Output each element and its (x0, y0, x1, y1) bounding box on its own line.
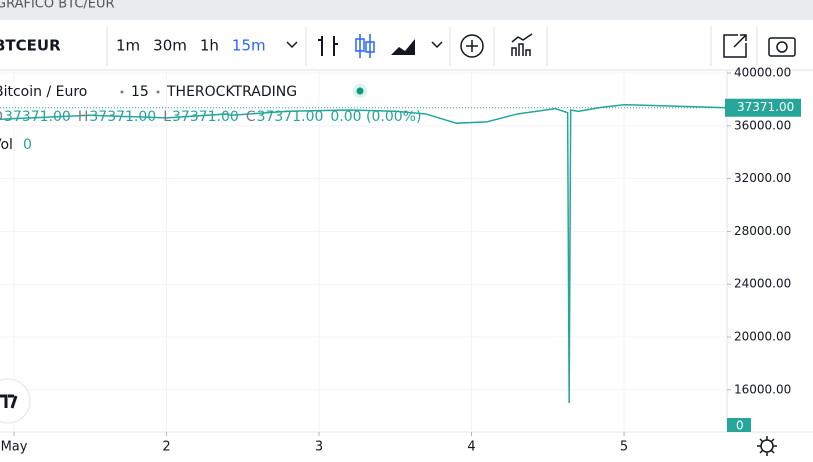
ohlc-change: 0.00 (0.00%) (330, 109, 421, 125)
y-tick-label: 36000.00 (734, 118, 791, 132)
candles-icon[interactable] (359, 34, 371, 58)
y-tick-label: 20000.00 (734, 329, 791, 343)
interval-dropdown[interactable] (286, 41, 298, 49)
ohlc-key: C (246, 109, 256, 125)
snapshot-icon[interactable] (768, 37, 796, 57)
y-tick-label: 28000.00 (734, 224, 791, 238)
logo (0, 394, 18, 409)
ohlc-legend: O37371.00H37371.00L37371.00C37371.000.00… (0, 109, 421, 125)
ohlc-key: O (0, 109, 3, 125)
x-tick-label: 2 (162, 440, 170, 455)
legend-name: Bitcoin / Euro (0, 84, 87, 100)
compare-icon[interactable] (460, 34, 484, 58)
indicators-icon[interactable] (511, 33, 533, 56)
compare-icon-plus (466, 40, 478, 52)
bars-icon[interactable] (318, 36, 338, 56)
ohlc-value: 37371.00 (172, 109, 239, 125)
ohlc-value: 37371.00 (257, 109, 324, 125)
toolbar (0, 22, 813, 70)
fullscreen-icon[interactable] (723, 34, 747, 58)
x-tick-label: 3 (315, 440, 323, 455)
settings-icon-teeth (757, 436, 777, 456)
chart-type-dropdown[interactable] (431, 41, 443, 49)
ohlc-key: H (78, 109, 89, 125)
candles-icon-body (355, 38, 365, 52)
last-price-box (725, 98, 801, 117)
area-icon[interactable] (391, 39, 415, 55)
volume-key: Vol (0, 137, 13, 153)
page-title: GRÁFICO BTC/EUR (0, 0, 115, 12)
last-price-label: 37371.00 (737, 100, 794, 114)
legend-exchange: THEROCKTRADING (166, 84, 297, 100)
x-tick-label: 5 (620, 440, 628, 455)
legend-dot (120, 90, 124, 94)
legend-dot (156, 90, 160, 94)
ohlc-value: 37371.00 (89, 109, 156, 125)
x-tick-label: 4 (467, 440, 475, 455)
interval-button[interactable]: 30m (153, 37, 187, 55)
candles-icon-body (365, 41, 375, 53)
snapshot-lens (776, 41, 788, 53)
y-tick-label: 32000.00 (734, 171, 791, 185)
y-tick-label: 16000.00 (734, 382, 791, 396)
interval-group: 1m 30m 1h 15m (116, 37, 266, 55)
volume-axis-label: 0 (736, 419, 744, 433)
ohlc-key: L (163, 109, 171, 125)
y-tick-label: 40000.00 (734, 66, 791, 80)
page-header (0, 0, 813, 20)
y-tick-label: 24000.00 (734, 277, 791, 291)
ohlc-value: 37371.00 (4, 109, 71, 125)
volume-box (727, 418, 751, 432)
interval-button[interactable]: 15m (232, 37, 266, 55)
legend-interval: 15 (131, 84, 149, 100)
plot: 40000.0036000.0032000.0028000.0024000.00… (0, 66, 801, 455)
x-tick-label: May (1, 440, 28, 455)
symbol[interactable]: BTCEUR (0, 37, 61, 55)
price-line (0, 103, 727, 403)
volume-value: 0 (23, 137, 32, 153)
interval-button[interactable]: 1h (200, 37, 219, 55)
interval-button[interactable]: 1m (116, 37, 140, 55)
status-dot (356, 87, 364, 95)
